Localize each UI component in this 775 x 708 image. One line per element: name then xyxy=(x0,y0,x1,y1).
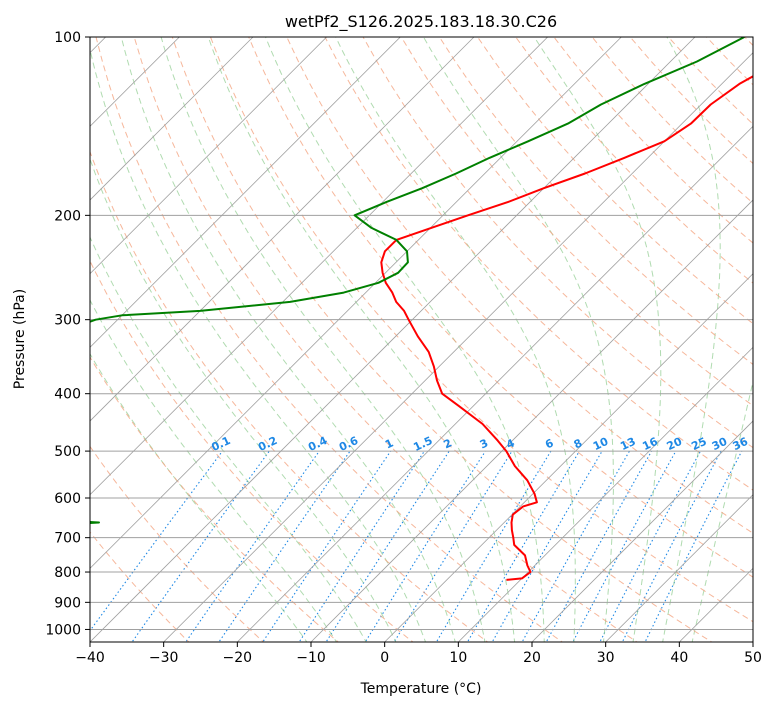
mixing-ratio-line xyxy=(364,450,486,642)
mixing-ratio-line xyxy=(621,450,722,642)
y-tick-label: 900 xyxy=(54,595,81,611)
x-tick-label: −30 xyxy=(149,650,179,666)
x-tick-label: 30 xyxy=(597,650,615,666)
mixing-ratio-line xyxy=(298,450,425,642)
isotherm-line xyxy=(90,37,548,496)
moist-adiabat-line xyxy=(90,236,367,642)
moist-adiabat-line xyxy=(90,157,397,642)
mixing-ratio-line xyxy=(325,450,450,642)
dry-adiabat-line xyxy=(248,37,753,578)
isotherm-line xyxy=(384,273,753,642)
isotherms xyxy=(90,37,753,642)
mixing-ratio-label: 13 xyxy=(618,435,637,453)
isotherm-line xyxy=(90,37,622,569)
mixing-ratio-line xyxy=(466,450,580,642)
y-axis-title: Pressure (hPa) xyxy=(12,289,28,389)
isotherm-line xyxy=(458,346,753,642)
mixing-ratio-line xyxy=(185,450,320,642)
y-tick-label: 100 xyxy=(54,30,81,46)
mixing-ratio-line xyxy=(262,450,392,642)
y-tick-label: 600 xyxy=(54,491,81,507)
isotherm-line xyxy=(531,420,753,642)
mixing-ratio-label: 30 xyxy=(710,435,730,453)
plot-frame xyxy=(89,36,754,643)
y-tick-label: 500 xyxy=(54,444,81,460)
y-tick-label: 300 xyxy=(54,313,81,329)
isotherm-line xyxy=(237,125,753,642)
mixing-ratio-label: 20 xyxy=(665,435,685,453)
isotherm-line xyxy=(90,37,254,201)
x-tick-label: 0 xyxy=(380,650,389,666)
sounding-series xyxy=(90,37,753,581)
temperature-profile-line xyxy=(380,75,753,581)
dewpoint-profile-line xyxy=(90,37,745,524)
x-tick-label: −20 xyxy=(223,650,253,666)
mixing-ratio-label: 16 xyxy=(640,435,660,453)
x-tick-label: 10 xyxy=(449,650,467,666)
mixing-ratio-label: 25 xyxy=(689,435,708,453)
isotherm-line xyxy=(90,37,401,348)
y-tick-label: 200 xyxy=(54,208,81,224)
x-axis-ticks: −40 −30 −20 −10 0 10 20 30 40 50 xyxy=(75,642,762,666)
isotherm-line xyxy=(90,37,327,275)
x-tick-label: −40 xyxy=(75,650,105,666)
isotherm-line xyxy=(310,199,753,642)
dry-adiabat-line xyxy=(286,37,753,534)
y-tick-label: 700 xyxy=(54,531,81,547)
y-tick-label: 800 xyxy=(54,565,81,581)
dry-adiabat-line xyxy=(438,37,753,366)
mixing-ratio-line xyxy=(393,450,513,642)
isotherm-line xyxy=(605,494,753,642)
x-tick-label: 50 xyxy=(744,650,762,666)
plot-area: 0.1 0.2 0.4 0.6 1 1.5 2 3 4 6 8 10 13 16 20 25 30 36 xyxy=(90,37,753,642)
x-axis-title: Temperature (°C) xyxy=(360,681,482,697)
y-tick-label: 400 xyxy=(54,387,81,403)
y-axis-ticks: 1000 900 800 700 600 500 400 300 200 100 xyxy=(45,30,90,638)
isotherm-line xyxy=(90,37,475,422)
dry-adiabat-line xyxy=(90,259,414,642)
chart-title: wetPf2_S126.2025.183.18.30.C26 xyxy=(285,12,557,32)
x-tick-label: 20 xyxy=(523,650,541,666)
isotherm-line xyxy=(90,37,696,642)
mixing-ratio-line xyxy=(599,450,701,642)
pressure-gridlines xyxy=(90,37,753,630)
mixing-ratio-label: 36 xyxy=(731,435,751,453)
mixing-ratio-line xyxy=(218,450,351,642)
dry-adiabat-line xyxy=(477,37,753,325)
mixing-ratio-line xyxy=(572,450,677,642)
dry-adiabat-line xyxy=(324,37,753,491)
y-tick-label: 1000 xyxy=(45,622,81,638)
x-tick-label: 40 xyxy=(670,650,688,666)
dry-adiabat-line xyxy=(362,37,753,449)
dry-adiabat-line xyxy=(400,37,753,407)
mixing-ratio-label: 10 xyxy=(591,435,611,453)
x-tick-label: −10 xyxy=(296,650,326,666)
